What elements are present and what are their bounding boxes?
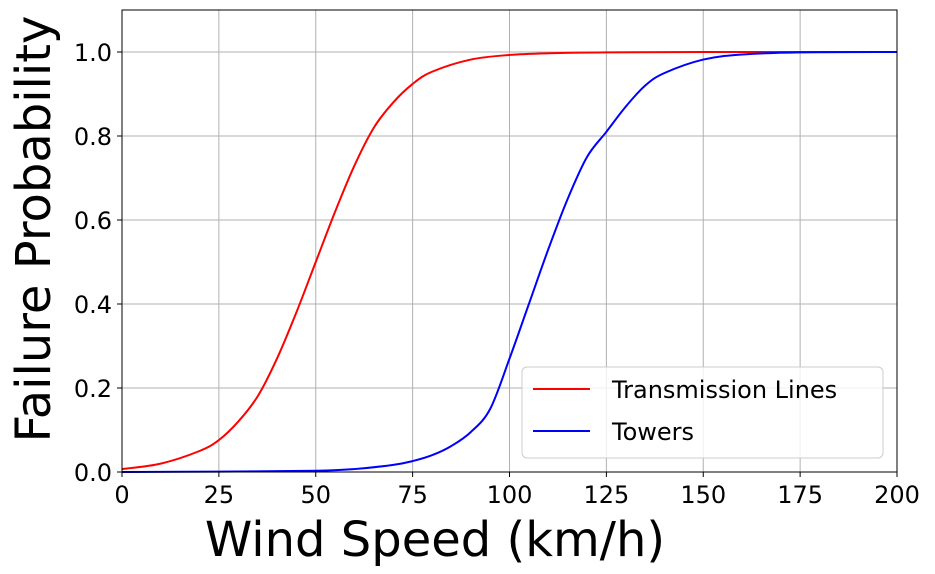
x-tick-label: 50 <box>300 481 331 509</box>
series-layer <box>121 50 898 473</box>
x-tick-label: 175 <box>777 481 823 509</box>
y-tick-label: 0.6 <box>74 207 112 235</box>
x-tick-label: 0 <box>114 481 129 509</box>
axis-ticks: 0 25 50 75 100 125 150 175 200 0.0 0.2 0.4 0.6 0.8 1.0 <box>74 39 920 509</box>
x-tick-label: 125 <box>583 481 629 509</box>
legend-label-transmission-lines: Transmission Lines <box>611 376 837 404</box>
y-tick-label: 0.8 <box>74 123 112 151</box>
x-tick-label: 75 <box>397 481 428 509</box>
x-tick-label: 100 <box>487 481 533 509</box>
x-axis-title: Wind Speed (km/h) <box>205 512 665 568</box>
y-tick-label: 0.2 <box>74 375 112 403</box>
legend-box <box>521 366 884 459</box>
x-tick-label: 200 <box>874 481 920 509</box>
y-tick-label: 0.4 <box>74 291 112 319</box>
x-tick-label: 150 <box>680 481 726 509</box>
legend: Transmission Lines Towers <box>521 366 884 459</box>
y-axis-title: Failure Probability <box>6 16 62 443</box>
y-tick-label: 1.0 <box>74 39 112 67</box>
legend-label-towers: Towers <box>611 418 694 446</box>
y-tick-label: 0.0 <box>74 459 112 487</box>
x-tick-label: 25 <box>204 481 235 509</box>
series-line-towers <box>121 51 898 473</box>
series-line-transmission-lines <box>121 50 897 471</box>
